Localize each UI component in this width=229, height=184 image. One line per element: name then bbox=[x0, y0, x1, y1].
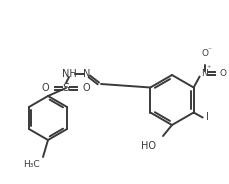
Text: NH: NH bbox=[61, 69, 76, 79]
Text: O: O bbox=[200, 49, 207, 59]
Text: N: N bbox=[83, 69, 90, 79]
Text: I: I bbox=[205, 112, 208, 123]
Text: HO: HO bbox=[140, 141, 155, 151]
Text: ⁺: ⁺ bbox=[206, 64, 210, 73]
Text: O: O bbox=[219, 69, 226, 78]
Text: S: S bbox=[62, 83, 69, 93]
Text: O: O bbox=[41, 83, 49, 93]
Text: O: O bbox=[83, 83, 90, 93]
Text: H₃C: H₃C bbox=[23, 160, 40, 169]
Text: N: N bbox=[200, 69, 207, 78]
Text: ⁻: ⁻ bbox=[207, 45, 211, 54]
